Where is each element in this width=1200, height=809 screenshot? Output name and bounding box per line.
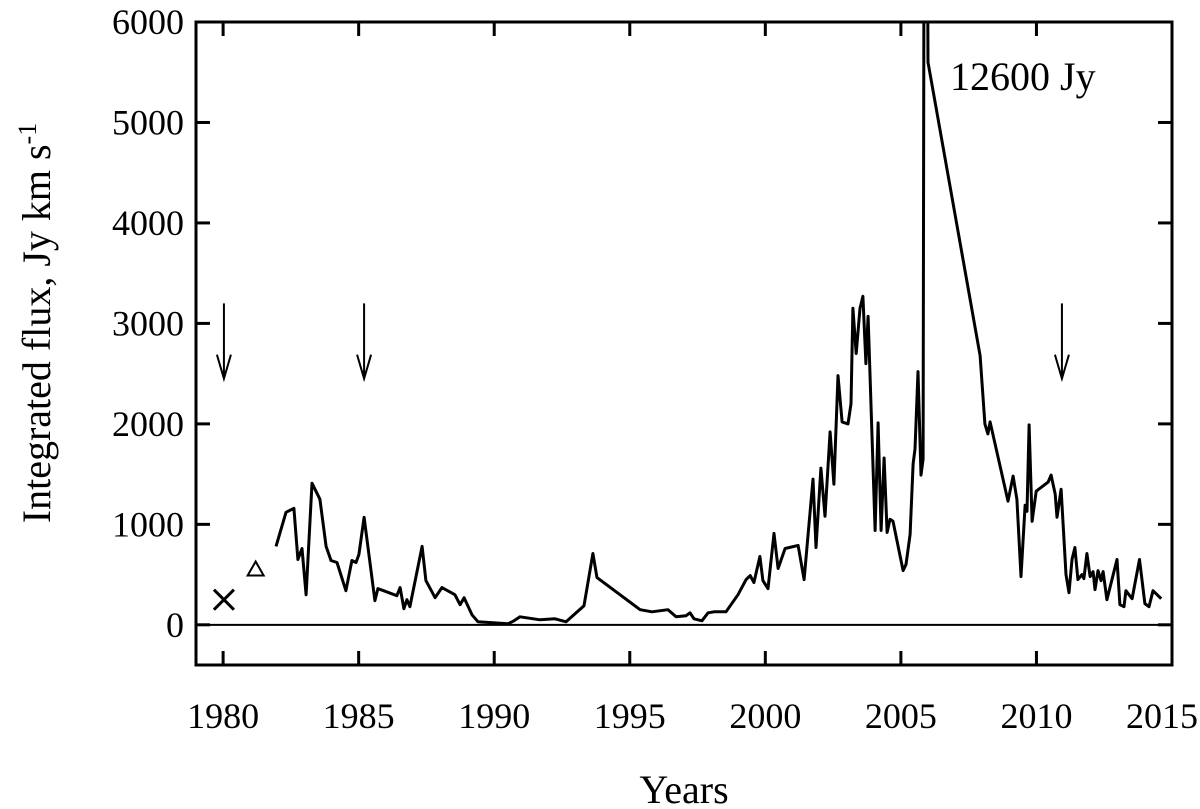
plot-frame	[194, 20, 1174, 667]
arrow	[356, 303, 373, 383]
y-tick-label: 4000	[112, 203, 184, 243]
x-tick-label: 2000	[729, 696, 801, 736]
y-tick-label: 6000	[112, 2, 184, 42]
triangle-marker	[245, 559, 266, 577]
y-axis-label-main: Integrated flux, Jy km s	[14, 144, 59, 523]
y-tick-label: 5000	[112, 102, 184, 142]
x-axis-label: Years	[639, 767, 728, 809]
x-tick-label: 1980	[187, 696, 259, 736]
cross-marker	[212, 588, 235, 611]
plot-area	[212, 22, 1163, 626]
y-axis-label: Integrated flux, Jy km s-1	[13, 123, 59, 523]
x-tick-label: 2015	[1126, 696, 1198, 736]
data-line	[274, 22, 1163, 626]
x-tick-label: 2010	[1000, 696, 1072, 736]
y-tick-label: 3000	[112, 303, 184, 343]
y-axis-label-exponent: -1	[13, 123, 42, 145]
y-tick-label: 2000	[112, 404, 184, 444]
x-tick-label: 1985	[323, 696, 395, 736]
y-tick-label: 0	[166, 605, 184, 645]
x-tick-label: 1995	[594, 696, 666, 736]
x-tick-label: 2005	[865, 696, 937, 736]
x-tick-label: 1990	[458, 696, 530, 736]
annotation: 12600 Jy	[950, 54, 1096, 99]
y-tick-label: 1000	[112, 504, 184, 544]
arrow	[215, 303, 232, 383]
arrow	[1053, 303, 1070, 383]
